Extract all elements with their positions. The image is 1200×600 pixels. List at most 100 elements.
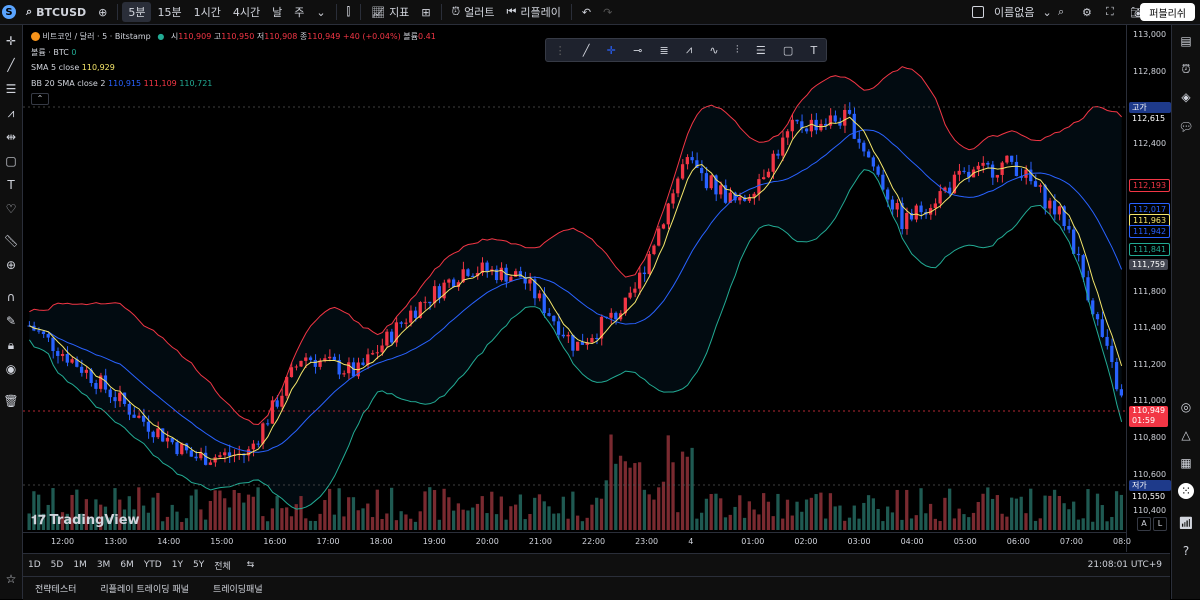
interval-1h[interactable]: 1시간 — [193, 6, 221, 19]
trend-line-icon[interactable]: ╱ — [7, 58, 15, 72]
tab-strategy-tester[interactable]: 전략테스터 — [35, 585, 77, 595]
candle-body — [666, 203, 670, 225]
range-5d[interactable]: 5D — [50, 560, 64, 570]
trash-icon[interactable]: 🗑︎ — [3, 394, 19, 408]
calendar-icon[interactable]: ▦ — [1180, 456, 1192, 470]
elliott-wave-icon[interactable]: ∿ — [709, 43, 719, 57]
time-label: 18:00 — [369, 537, 393, 546]
volume-bar — [432, 490, 437, 530]
chart-pane[interactable]: 비트코인 / 달러 · 5 · Bitstamp ● 시110,909 고110… — [23, 25, 1171, 553]
candlestick-chart[interactable] — [23, 25, 1126, 552]
help-icon[interactable]: ? — [1182, 544, 1190, 558]
undo-button[interactable]: ↶ — [576, 0, 597, 24]
range-6m[interactable]: 6M — [120, 560, 134, 570]
redo-button[interactable]: ↷ — [597, 0, 618, 24]
interval-5m[interactable]: 5분 — [122, 2, 152, 22]
interval-week[interactable]: 주 — [294, 6, 305, 19]
alarm-clock-icon[interactable]: ⏰︎ — [1181, 61, 1191, 76]
layout-name-button[interactable]: 이름없음 ⌄ — [988, 0, 1058, 24]
volume-bar — [428, 487, 432, 530]
crosshair-icon[interactable]: ✛ — [606, 43, 616, 57]
zoom-in-icon[interactable]: ⊕ — [5, 258, 17, 272]
signal-icon[interactable]: 📶︎ — [1178, 516, 1194, 530]
lock-icon[interactable]: 🔒︎ — [7, 337, 15, 352]
apps-grid-icon[interactable]: ⁙ — [1178, 483, 1194, 499]
volume-bar — [79, 513, 84, 530]
user-avatar[interactable]: S — [2, 5, 16, 19]
volume-bar — [604, 480, 608, 530]
chart-type-button[interactable]: ⫿ — [341, 0, 357, 24]
text-icon[interactable]: T — [7, 178, 15, 192]
candle-body — [65, 354, 69, 363]
interval-4h[interactable]: 4시간 — [232, 6, 261, 19]
alert-button[interactable]: ⏰︎ 얼러트 — [446, 0, 501, 24]
fib-icon[interactable]: ☰ — [755, 43, 766, 57]
replay-button[interactable]: ⏮︎ 리플레이 — [501, 0, 567, 24]
volume-bar — [327, 488, 332, 530]
magnet-icon[interactable]: ∩ — [6, 290, 16, 304]
prediction-icon[interactable]: ⇹ — [5, 130, 17, 144]
range-1m[interactable]: 1M — [73, 560, 87, 570]
lock-drawing-icon[interactable]: ✎ — [5, 314, 17, 328]
crosshair-icon[interactable]: ✛ — [5, 34, 17, 48]
fullscreen-button[interactable]: ⛶ — [1100, 0, 1120, 24]
layers-icon[interactable]: ◈ — [1181, 90, 1191, 104]
trend-line-icon[interactable]: ╱ — [582, 43, 590, 57]
tab-trading-panel[interactable]: 트레이딩패널 — [212, 585, 263, 595]
volume-bar — [70, 494, 74, 530]
auto-scale-button[interactable]: A — [1137, 517, 1151, 531]
log-scale-button[interactable]: L — [1153, 517, 1167, 531]
interval-15m[interactable]: 15분 — [157, 6, 182, 19]
rectangle-icon[interactable]: ▢ — [782, 43, 794, 57]
tab-replay-trading-panel[interactable]: 리플레이 트레이딩 패널 — [100, 585, 189, 595]
eye-icon[interactable]: ◉ — [5, 362, 17, 376]
watchlist-icon[interactable]: ▤ — [1180, 34, 1192, 48]
pattern-icon[interactable]: ⩘ — [685, 43, 693, 56]
patterns-icon[interactable]: ⩘ — [7, 105, 15, 120]
target-icon[interactable]: ◎ — [1180, 400, 1192, 414]
volume-bar — [814, 494, 818, 530]
quick-search-button[interactable]: ⌕ — [1052, 0, 1070, 24]
volume-bar — [1029, 488, 1033, 530]
heart-icon[interactable]: ♡ — [5, 202, 17, 216]
candle-body — [499, 267, 503, 281]
layout-toggle-button[interactable] — [966, 0, 990, 24]
volume-bar — [537, 494, 542, 530]
candle-body — [165, 437, 170, 442]
chat-icon[interactable]: 💬︎ — [1178, 120, 1194, 134]
ruler-icon[interactable]: 📏︎ — [3, 234, 19, 248]
time-axis[interactable]: 12:00 13:00 14:00 15:00 16:00 17:00 18:00 19:00… — [23, 532, 1131, 553]
candles-icon: ⫿ — [346, 5, 351, 18]
collapse-legend-button[interactable]: ⌃ — [31, 93, 49, 105]
publish-button[interactable]: 퍼블리쉬 — [1140, 3, 1195, 21]
clock-label[interactable]: 21:08:01 UTC+9 — [1087, 560, 1162, 570]
candle-body — [194, 456, 198, 459]
parallel-channel-icon[interactable]: ≣ — [659, 43, 669, 57]
fib-retracement-icon[interactable]: ☰ — [5, 82, 17, 96]
horizontal-line-icon[interactable]: ⊸ — [633, 43, 643, 57]
range-1d[interactable]: 1D — [28, 560, 41, 570]
symbol-search-button[interactable]: ⌕ BTCUSD — [20, 0, 92, 24]
settings-button[interactable]: ⚙ — [1076, 0, 1098, 24]
range-1y[interactable]: 1Y — [171, 560, 183, 570]
interval-day[interactable]: 날 — [272, 6, 283, 19]
range-all[interactable]: 전체 — [214, 561, 231, 572]
compare-symbol-button[interactable]: ⊕ — [92, 0, 113, 24]
shapes-icon[interactable]: ▢ — [5, 154, 17, 168]
range-5y[interactable]: 5Y — [192, 560, 205, 570]
text-icon[interactable]: T — [810, 43, 818, 57]
drag-handle-icon[interactable]: ⋮ — [554, 43, 566, 57]
range-ytd[interactable]: YTD — [143, 560, 162, 570]
ideas-icon[interactable]: △ — [1181, 428, 1191, 442]
indicators-button[interactable]: 📈︎ 지표 — [365, 0, 415, 24]
templates-button[interactable]: ⊞ — [415, 0, 436, 24]
goto-date-icon[interactable]: ⇆ — [246, 560, 255, 570]
star-icon[interactable]: ☆ — [5, 572, 17, 586]
candle-body — [494, 269, 499, 281]
long-position-icon[interactable]: ⫶ — [735, 43, 739, 56]
candle-body — [308, 357, 313, 360]
range-3m[interactable]: 3M — [96, 560, 111, 570]
interval-dropdown-button[interactable]: ⌄ — [310, 0, 331, 24]
price-axis[interactable]: 113,000 112,800 112,400 111,800 111,400 … — [1126, 25, 1171, 552]
time-label: 05:00 — [953, 537, 977, 546]
